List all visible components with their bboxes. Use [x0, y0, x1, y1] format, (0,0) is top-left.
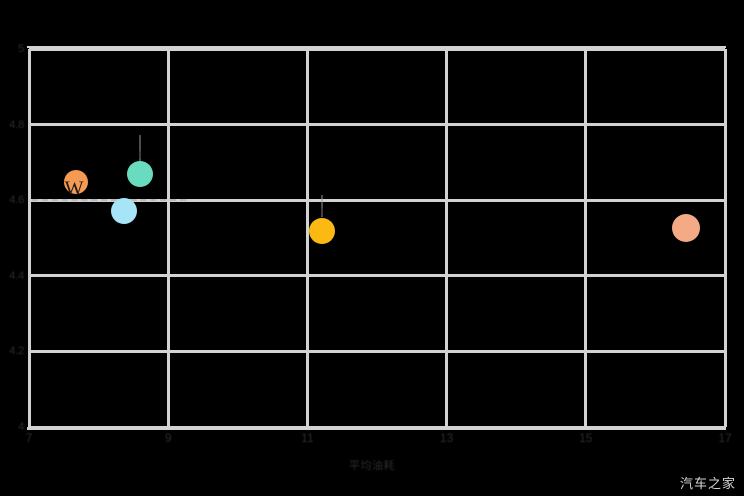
gridline-vertical-1: [166, 49, 170, 427]
leader-gold: [321, 195, 323, 217]
gridline-vertical-0: [27, 49, 31, 427]
x-axis-title: 平均油耗: [349, 460, 395, 472]
y-tick-label-5: 4: [18, 421, 24, 433]
y-tick-label-1: 4.8: [9, 118, 24, 131]
x-tick-label-0: 7: [25, 431, 33, 445]
gridline-horizontal-4: [29, 349, 725, 353]
y-tick-label-2: 4.6: [9, 194, 24, 207]
x-tick-label-3: 13: [439, 431, 454, 445]
watermark: 汽车之家: [679, 476, 736, 491]
leader-teal: [139, 135, 141, 167]
x-tick-label-5: 17: [718, 431, 732, 445]
y-tick-label-4: 4.2: [9, 345, 24, 358]
gridline-horizontal-1: [29, 123, 725, 127]
point-gold[interactable]: [309, 218, 336, 245]
gridline-horizontal-3: [29, 274, 725, 278]
x-tick-label-1: 9: [164, 431, 172, 445]
gridline-vertical-2: [305, 49, 309, 427]
axis-spine-top: [27, 46, 726, 48]
gridline-vertical-4: [584, 49, 588, 427]
gridline-horizontal-5: [29, 425, 725, 429]
gridline-vertical-5: [723, 49, 727, 427]
x-tick-label-4: 15: [579, 431, 593, 445]
plot-area: 1 1 W: [27, 47, 727, 429]
point-teal-label: 1: [138, 150, 143, 160]
overlay-letter-w: W: [64, 177, 84, 200]
y-tick-label-3: 4.4: [9, 269, 24, 282]
y-tick-label-0: 5: [18, 43, 24, 55]
gridline-horizontal-2: [29, 198, 725, 202]
point-teal[interactable]: [127, 161, 154, 188]
axis-spine-bottom: [27, 427, 726, 430]
point-gold-label: 1: [319, 207, 325, 217]
point-lightblue[interactable]: [111, 198, 138, 225]
x-tick-label-2: 11: [301, 431, 314, 445]
gridline-vertical-3: [445, 49, 449, 427]
gridline-horizontal-0: [29, 47, 725, 51]
point-salmon[interactable]: [672, 214, 701, 243]
dashed-reference-line: [32, 199, 186, 202]
point-orange[interactable]: [64, 170, 89, 195]
